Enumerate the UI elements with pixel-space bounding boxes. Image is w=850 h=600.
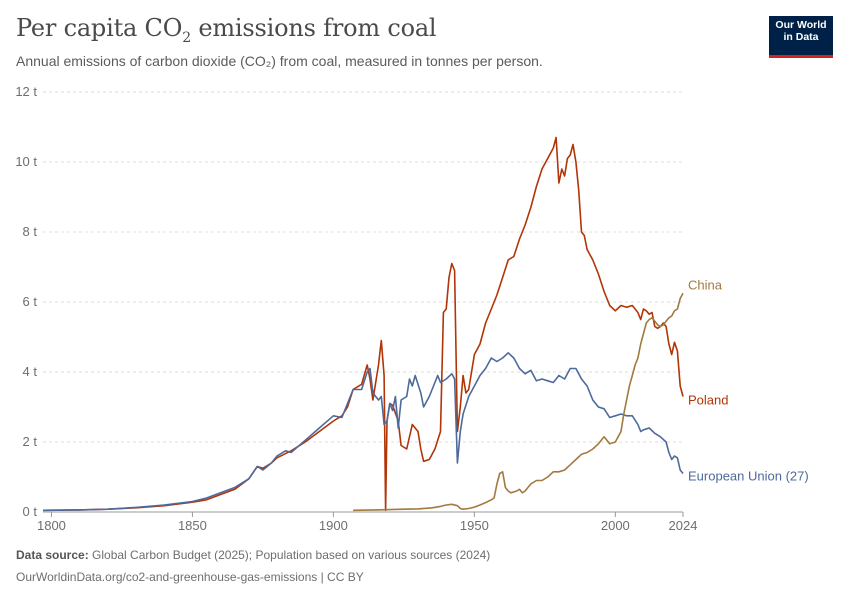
y-tick-label: 2 t bbox=[23, 434, 38, 449]
series-label: European Union (27) bbox=[688, 469, 809, 484]
y-tick-label: 0 t bbox=[23, 504, 38, 519]
x-tick-label: 2000 bbox=[601, 518, 630, 533]
owid-logo[interactable]: Our World in Data bbox=[769, 16, 833, 58]
source-url[interactable]: OurWorldinData.org/co2-and-greenhouse-ga… bbox=[16, 570, 364, 584]
x-tick-label: 1950 bbox=[460, 518, 489, 533]
grid-lines bbox=[43, 91, 683, 443]
series-line-poland[interactable] bbox=[42, 136, 684, 512]
y-axis-tick-labels: 0 t 2 t 4 t 6 t 8 t 10 t 12 t bbox=[15, 84, 37, 519]
x-axis: 1800 1850 1900 1950 2000 2024 bbox=[37, 511, 698, 533]
line-chart: 0 t 2 t 4 t 6 t 8 t 10 t 12 t 1800 1850 1900 1950… bbox=[15, 84, 809, 533]
x-tick-label: 1850 bbox=[178, 518, 207, 533]
y-tick-label: 10 t bbox=[15, 154, 37, 169]
series-labels: Poland European Union (27) China bbox=[688, 277, 809, 483]
series-label: China bbox=[688, 277, 723, 292]
x-tick-label: 2024 bbox=[669, 518, 698, 533]
source-note: Data source: Global Carbon Budget (2025)… bbox=[16, 548, 491, 562]
y-tick-label: 12 t bbox=[15, 84, 37, 99]
series-line-european-union-27[interactable] bbox=[42, 352, 684, 512]
y-tick-label: 6 t bbox=[23, 294, 38, 309]
y-tick-label: 4 t bbox=[23, 364, 38, 379]
y-tick-label: 8 t bbox=[23, 224, 38, 239]
series-label: Poland bbox=[688, 393, 728, 408]
data-series[interactable] bbox=[42, 136, 684, 512]
series-line-china[interactable] bbox=[353, 292, 684, 512]
x-tick-label: 1900 bbox=[319, 518, 348, 533]
x-tick-label: 1800 bbox=[37, 518, 66, 533]
chart-title: Per capita CO2 emissions from coal bbox=[16, 14, 437, 46]
chart-subtitle: Annual emissions of carbon dioxide (CO₂)… bbox=[16, 53, 543, 69]
